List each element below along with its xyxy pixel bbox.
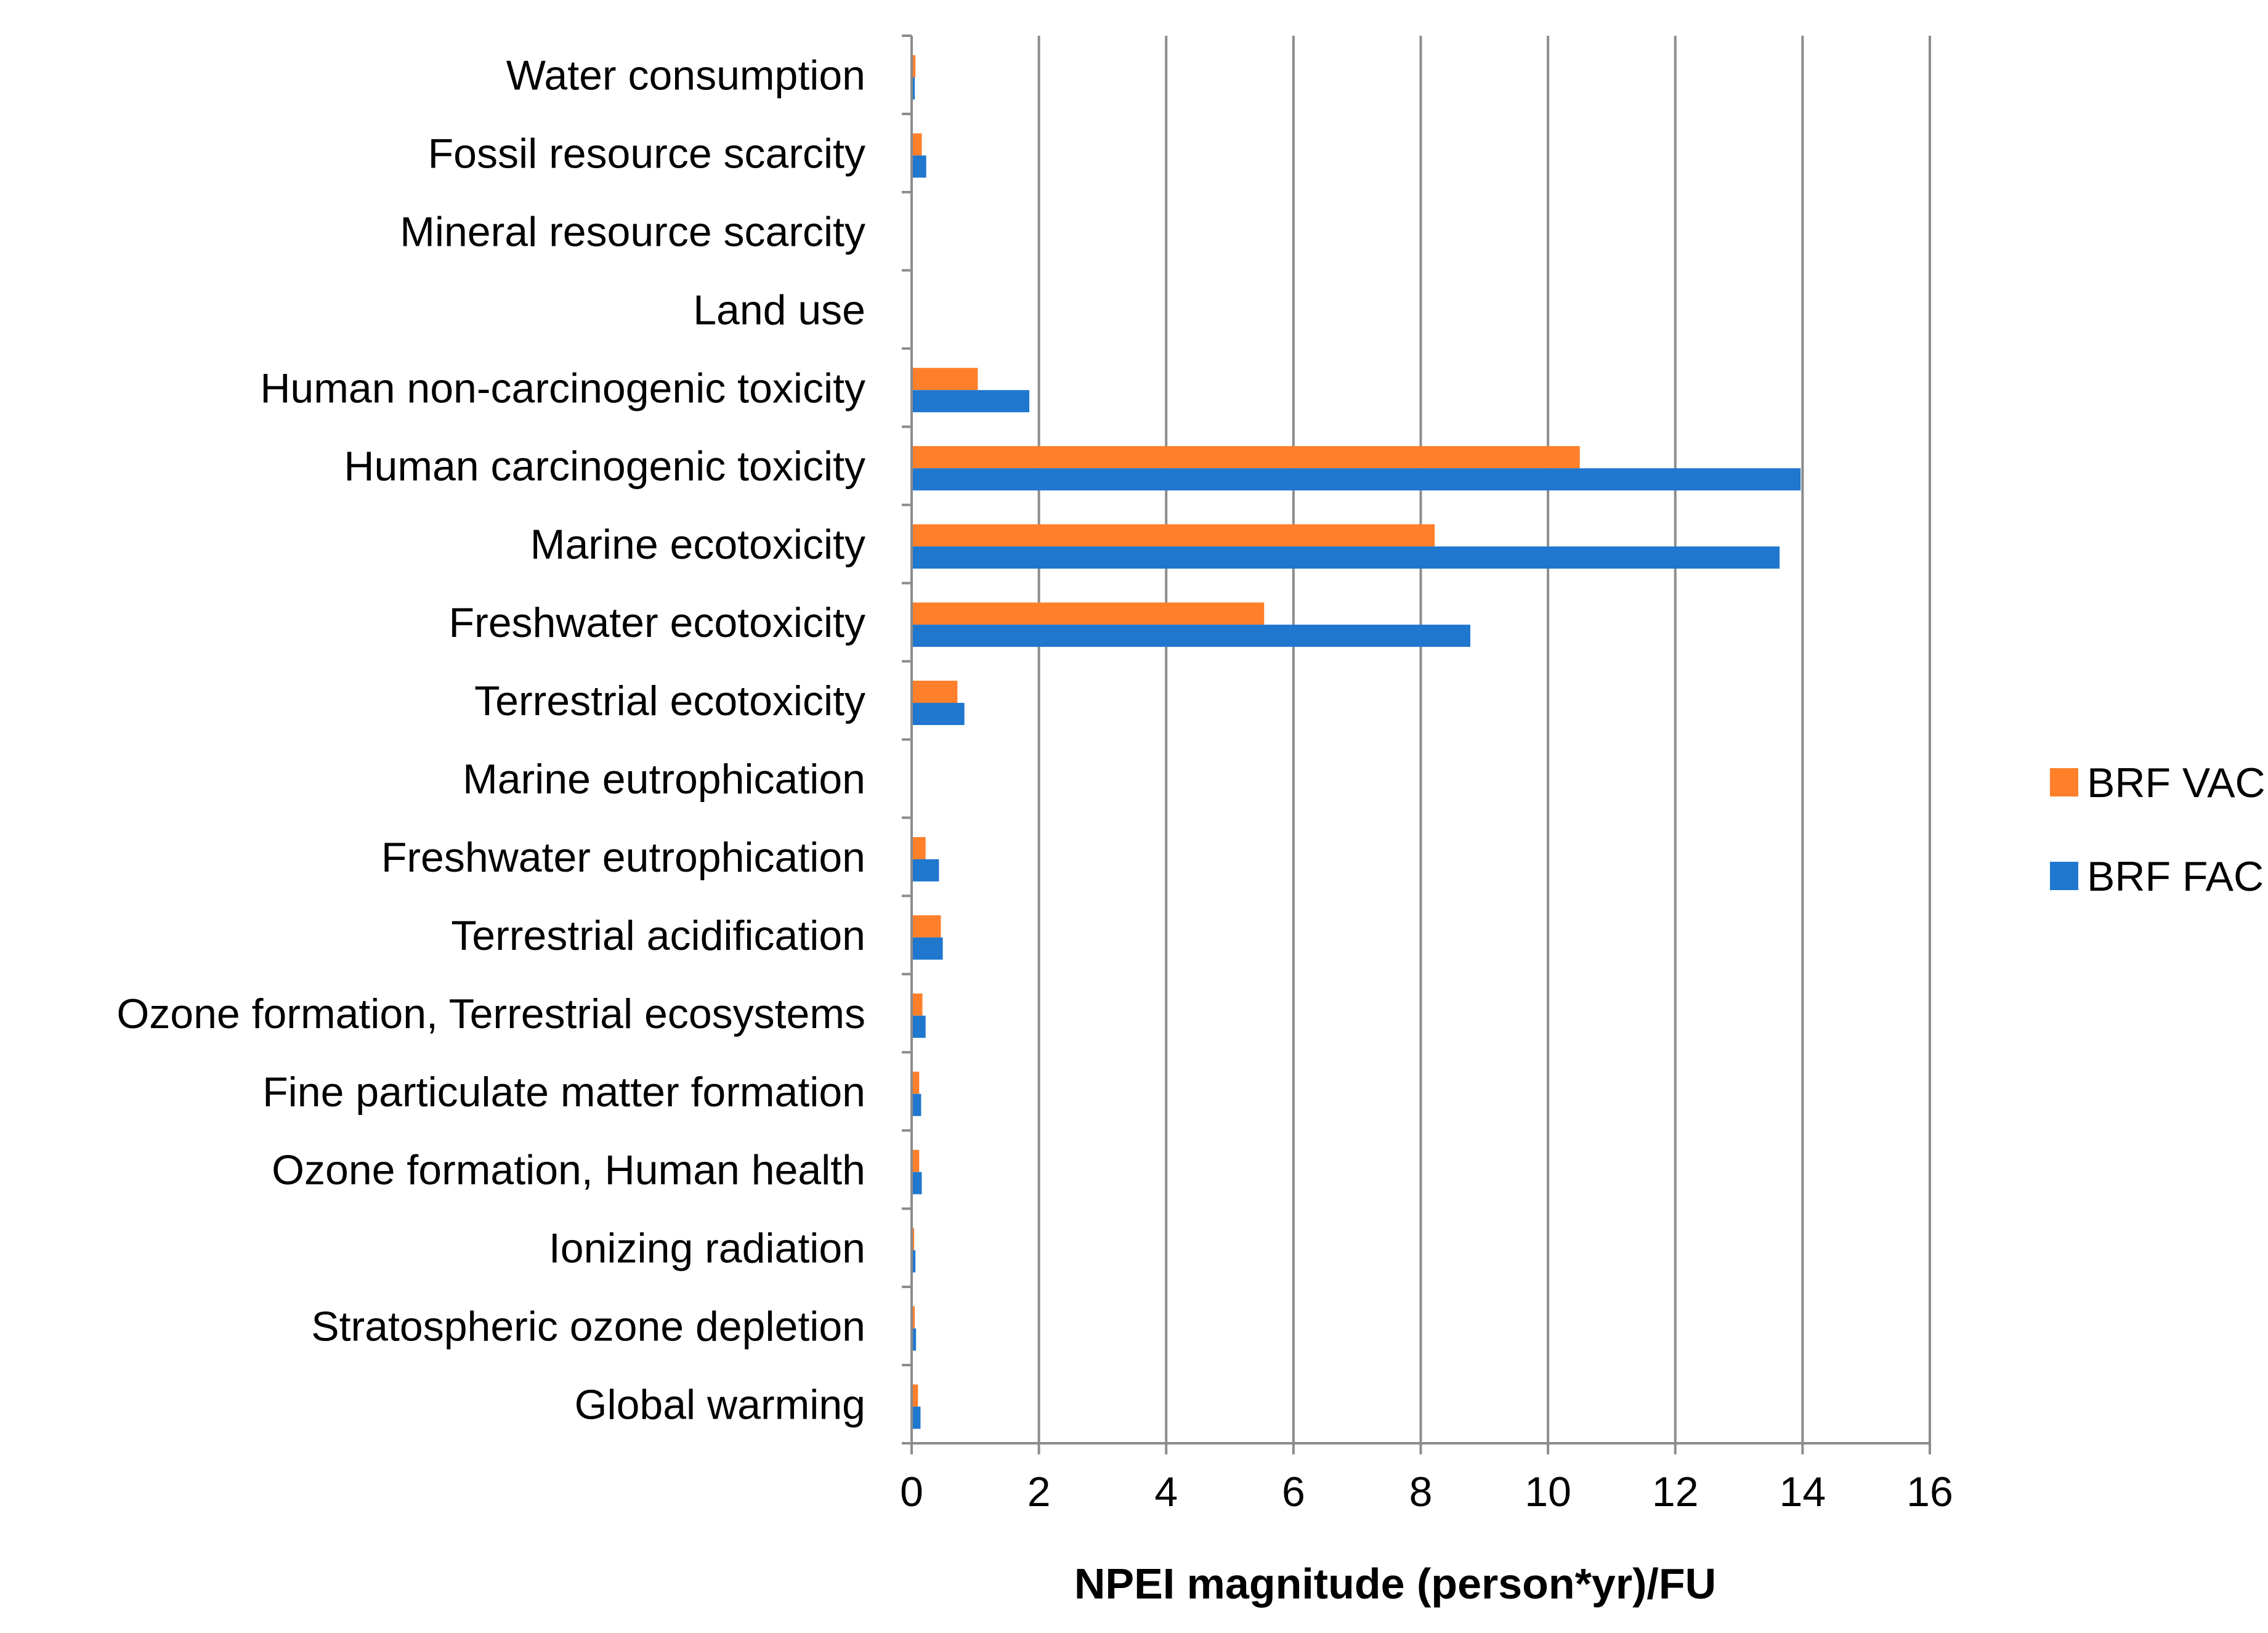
bar-brf-vac (913, 133, 922, 156)
bar-brf-vac (913, 446, 1580, 469)
category-label: Ionizing radiation (549, 1225, 865, 1272)
x-tick-label: 4 (1154, 1469, 1178, 1515)
bar-brf-vac (913, 1384, 918, 1407)
category-label: Stratospheric ozone depletion (311, 1303, 865, 1350)
category-label: Global warming (575, 1382, 865, 1428)
x-tick-label: 0 (900, 1469, 923, 1515)
category-label: Mineral resource scarcity (400, 208, 865, 255)
x-tick-labels: 0 2 4 6 8 10 12 14 16 (900, 1469, 1953, 1515)
category-label: Freshwater ecotoxicity (449, 599, 865, 646)
x-axis-title: NPEI magnitude (person*yr)/FU (1074, 1560, 1716, 1608)
category-label: Freshwater eutrophication (381, 834, 865, 881)
bar-brf-fac (913, 468, 1801, 491)
axes (902, 34, 1931, 1454)
category-label: Fine particulate matter formation (262, 1069, 865, 1116)
x-tick-label: 2 (1027, 1469, 1051, 1515)
bar-brf-fac (913, 1250, 916, 1273)
bar-brf-fac (913, 1328, 917, 1351)
bar-brf-vac (913, 1071, 920, 1094)
x-tick-label: 16 (1906, 1469, 1953, 1515)
bar-brf-fac (913, 1093, 921, 1116)
category-labels: Water consumption Fossil resource scarcit… (116, 52, 865, 1428)
bar-brf-fac (913, 77, 915, 100)
bars (913, 55, 1801, 1429)
x-tick-label: 12 (1652, 1469, 1699, 1515)
category-label: Terrestrial acidification (451, 912, 865, 959)
x-tick-label: 8 (1409, 1469, 1433, 1515)
x-tick-label: 6 (1282, 1469, 1305, 1515)
category-label: Terrestrial ecotoxicity (474, 678, 865, 724)
bar-brf-fac (913, 1172, 922, 1194)
bar-brf-vac (913, 993, 923, 1016)
bar-brf-fac (913, 625, 1471, 647)
bar-brf-fac (913, 703, 965, 726)
bar-brf-vac (913, 524, 1435, 547)
bar-brf-vac (913, 602, 1265, 625)
bar-brf-vac (913, 915, 941, 938)
bar-brf-vac (913, 681, 958, 703)
category-label: Water consumption (506, 52, 865, 99)
bar-brf-fac (913, 390, 1030, 413)
legend: BRF VAC BRF FAC (2050, 760, 2266, 900)
legend-swatch (2050, 862, 2078, 890)
bar-brf-fac (913, 937, 943, 960)
legend-label: BRF FAC (2087, 853, 2264, 900)
bar-brf-fac (913, 546, 1780, 569)
category-label: Ozone formation, Terrestrial ecosystems (116, 991, 865, 1037)
legend-label: BRF VAC (2087, 760, 2266, 806)
bar-brf-fac (913, 1015, 926, 1038)
x-tick-label: 14 (1780, 1469, 1826, 1515)
gridlines (1037, 36, 1931, 1443)
category-label: Ozone formation, Human health (272, 1147, 865, 1194)
bar-brf-vac (913, 837, 926, 859)
category-label: Human carcinogenic toxicity (344, 443, 865, 490)
bar-brf-fac (913, 155, 926, 178)
x-tick-label: 10 (1525, 1469, 1571, 1515)
category-label: Marine eutrophication (463, 756, 865, 803)
legend-swatch (2050, 768, 2078, 796)
bar-brf-vac (913, 1306, 915, 1329)
category-label: Land use (693, 286, 865, 333)
category-label: Human non-carcinogenic toxicity (260, 365, 865, 411)
bar-brf-fac (913, 859, 939, 881)
bar-brf-vac (913, 1149, 920, 1172)
bar-brf-vac (913, 368, 978, 391)
bar-brf-fac (913, 1406, 921, 1429)
bar-brf-vac (913, 55, 916, 78)
category-label: Fossil resource scarcity (428, 130, 865, 177)
category-label: Marine ecotoxicity (530, 521, 865, 568)
bar-brf-vac (913, 1228, 915, 1250)
